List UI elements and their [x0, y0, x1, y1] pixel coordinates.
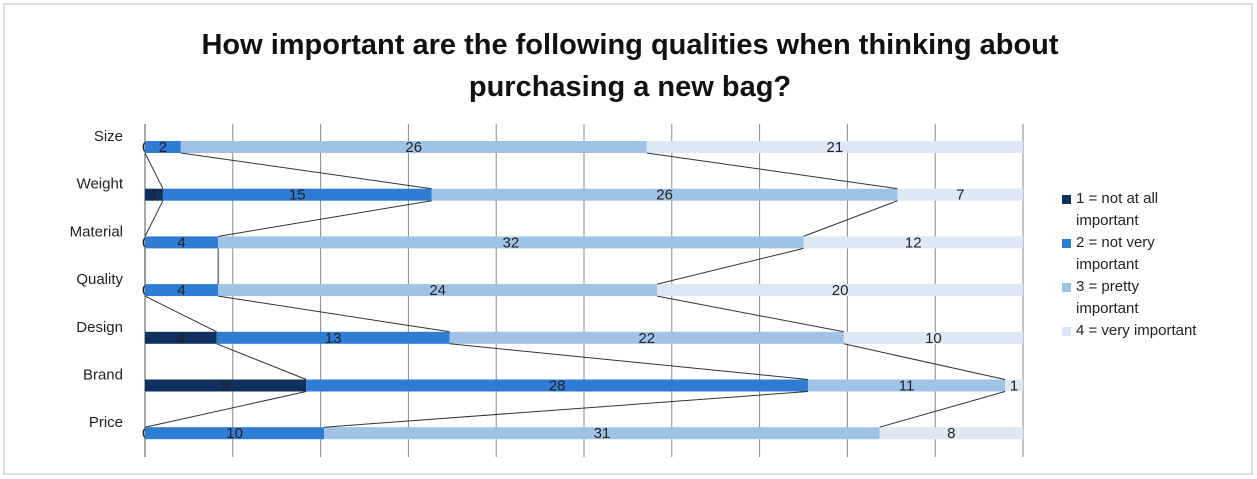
bar-segment	[145, 427, 325, 440]
bar-segment	[803, 236, 1023, 249]
chart-frame	[3, 3, 1253, 475]
legend-label: 4 = very important	[1076, 322, 1197, 339]
bar-segment	[646, 141, 1023, 153]
data-label: 12	[905, 234, 922, 251]
data-label: 28	[549, 377, 566, 394]
series-line	[218, 200, 432, 237]
data-label: 7	[956, 187, 964, 204]
data-label: 1	[1010, 377, 1018, 394]
series-line	[646, 152, 898, 190]
series-line	[843, 343, 1006, 380]
series-line	[657, 247, 804, 285]
bar-segment	[216, 331, 450, 344]
series-line	[657, 295, 844, 333]
bar-segment	[449, 331, 844, 344]
data-label: 24	[429, 282, 446, 299]
y-tick-label: Brand	[83, 366, 123, 383]
data-label: 15	[289, 187, 306, 204]
bar-segment	[145, 188, 163, 201]
series-line	[144, 152, 164, 189]
bar-segment	[145, 284, 219, 297]
y-tick-label: Size	[94, 128, 123, 145]
bar-segment	[145, 236, 219, 249]
legend-item: 1 = not at all important	[1062, 188, 1202, 232]
data-label: 22	[638, 330, 655, 347]
bar-segment	[218, 284, 658, 297]
data-label: 4	[177, 234, 185, 251]
data-label: 13	[325, 330, 342, 347]
bar-segment	[897, 188, 1023, 201]
data-label: 4	[177, 282, 185, 299]
series-line	[218, 295, 450, 333]
data-label: 9	[221, 377, 229, 394]
data-label: 26	[656, 187, 673, 204]
series-line	[144, 200, 164, 237]
data-label: 31	[594, 425, 611, 442]
legend-swatch	[1062, 239, 1071, 248]
bar-segment	[1005, 379, 1023, 392]
chart-title: How important are the following qualitie…	[201, 29, 1059, 103]
bar-segment	[879, 427, 1023, 440]
data-label: 10	[925, 330, 942, 347]
series-line	[144, 391, 307, 428]
series-line	[803, 200, 898, 237]
y-tick-label: Design	[76, 319, 123, 336]
series-line	[324, 391, 809, 428]
data-label: 8	[947, 425, 955, 442]
bar-segment	[807, 379, 1006, 392]
data-label: 1	[150, 187, 158, 204]
legend-label: 2 = not very important	[1076, 234, 1155, 273]
bar-segment	[145, 141, 181, 153]
legend: 1 = not at all important 2 = not very imp…	[1062, 188, 1202, 342]
legend-item: 3 = pretty important	[1062, 276, 1202, 320]
legend-label: 1 = not at all important	[1076, 190, 1159, 229]
bar-segment	[306, 379, 808, 392]
data-label: 21	[827, 139, 844, 156]
data-label: 10	[226, 425, 243, 442]
legend-item: 2 = not very important	[1062, 232, 1202, 276]
data-label: 2	[159, 139, 167, 156]
bar-segment	[218, 236, 804, 249]
bar-segment	[180, 141, 647, 153]
series-line	[216, 343, 307, 380]
bar-segment	[657, 284, 1023, 297]
legend-swatch	[1062, 195, 1071, 204]
data-label: 11	[899, 377, 915, 394]
y-tick-label: Quality	[76, 271, 123, 288]
data-label: 4	[177, 330, 185, 347]
y-tick-label: Weight	[77, 176, 124, 193]
series-line	[879, 391, 1006, 428]
bar-segment	[162, 188, 432, 201]
legend-label: 3 = pretty important	[1076, 278, 1139, 317]
data-label: 26	[405, 139, 422, 156]
bar-segment	[431, 188, 898, 201]
series-line	[180, 152, 432, 190]
bar-segment	[843, 331, 1023, 344]
legend-item: 4 = very important	[1062, 320, 1202, 342]
legend-swatch	[1062, 283, 1071, 292]
y-tick-label: Price	[89, 414, 123, 431]
bar-segment	[145, 331, 217, 344]
series-line	[144, 295, 217, 333]
data-label: 20	[832, 282, 849, 299]
legend-swatch	[1062, 327, 1071, 336]
y-tick-label: Material	[70, 223, 123, 240]
data-label: 32	[502, 234, 519, 251]
series-line	[449, 343, 809, 380]
bar-segment	[324, 427, 880, 440]
bar-segment	[145, 379, 307, 392]
